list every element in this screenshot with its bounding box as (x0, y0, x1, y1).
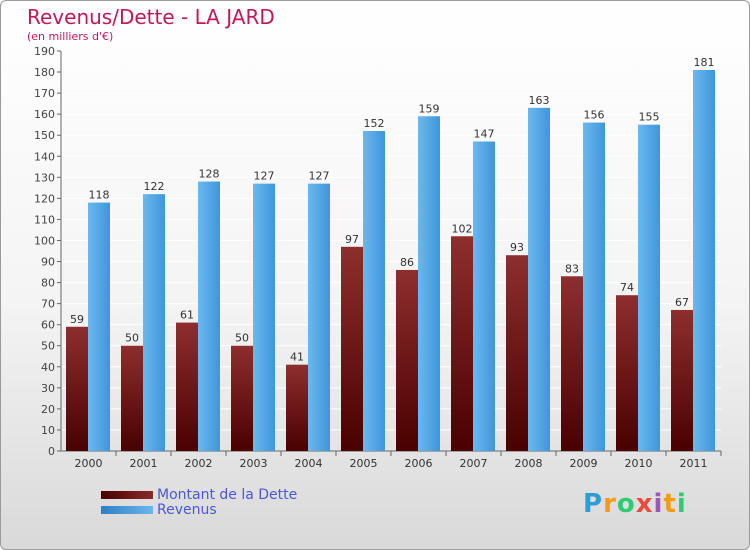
x-tick-label: 2007 (460, 457, 488, 470)
y-tick-label: 150 (34, 129, 55, 142)
data-label-debt-2010: 74 (620, 281, 634, 294)
data-label-debt-2001: 50 (125, 332, 139, 345)
legend-item-revenue: Revenus (101, 501, 297, 518)
bar-revenue-2006 (418, 116, 440, 452)
y-tick-label: 160 (34, 108, 55, 121)
bar-debt-2009 (561, 276, 583, 451)
data-label-revenue-2009: 156 (584, 109, 605, 122)
x-tick-label: 2011 (680, 457, 708, 470)
bar-revenue-2004 (308, 183, 330, 451)
data-label-revenue-2004: 127 (309, 170, 330, 183)
chart-legend: Montant de la Dette Revenus (101, 486, 298, 518)
data-label-revenue-2000: 118 (89, 189, 110, 202)
y-tick-label: 190 (34, 45, 55, 58)
y-tick-label: 110 (34, 213, 55, 226)
data-label-debt-2002: 61 (180, 309, 194, 322)
data-label-debt-2006: 86 (400, 256, 414, 269)
y-tick-label: 60 (41, 319, 55, 332)
x-tick-label: 2008 (515, 457, 543, 470)
data-label-revenue-2008: 163 (529, 94, 550, 107)
bar-debt-2006 (396, 269, 418, 451)
chart-title: Revenus/Dette - LA JARD (27, 5, 275, 29)
x-tick-label: 2010 (625, 457, 653, 470)
y-tick-label: 80 (41, 277, 55, 290)
legend-swatch-revenue (101, 505, 153, 514)
data-label-debt-2005: 97 (345, 233, 359, 246)
bar-debt-2011 (671, 309, 693, 451)
data-label-debt-2008: 93 (510, 241, 524, 254)
x-tick-label: 2003 (240, 457, 268, 470)
y-tick-label: 0 (48, 445, 55, 458)
bar-debt-2002 (176, 322, 198, 451)
bar-revenue-2005 (363, 131, 385, 451)
data-label-revenue-2002: 128 (199, 168, 220, 181)
data-label-debt-2011: 67 (675, 296, 689, 309)
y-tick-label: 170 (34, 87, 55, 100)
y-tick-label: 70 (41, 298, 55, 311)
y-tick-label: 30 (41, 382, 55, 395)
legend-swatch-debt (101, 490, 153, 499)
bar-debt-2001 (121, 345, 143, 451)
data-label-debt-2007: 102 (452, 222, 473, 235)
bar-revenue-2010 (638, 124, 660, 452)
bar-revenue-2009 (583, 122, 605, 451)
x-tick-label: 2006 (405, 457, 433, 470)
y-tick-label: 20 (41, 403, 55, 416)
x-tick-label: 2009 (570, 457, 598, 470)
y-tick-label: 50 (41, 340, 55, 353)
data-label-debt-2009: 83 (565, 262, 579, 275)
y-tick-label: 90 (41, 256, 55, 269)
legend-label-debt: Montant de la Dette (157, 486, 298, 503)
bar-revenue-2011 (693, 69, 715, 452)
bar-revenue-2007 (473, 141, 495, 452)
data-label-revenue-2003: 127 (254, 170, 275, 183)
data-label-revenue-2001: 122 (144, 180, 165, 193)
bar-debt-2000 (66, 326, 88, 451)
y-tick-label: 40 (41, 361, 55, 374)
data-label-revenue-2011: 181 (694, 56, 715, 69)
proxiti-logo: Proxiti (583, 489, 687, 519)
chart-subtitle: (en milliers d'€) (27, 30, 114, 43)
data-label-revenue-2010: 155 (639, 111, 660, 124)
bar-debt-2007 (451, 236, 473, 451)
bar-debt-2005 (341, 246, 363, 451)
data-label-revenue-2006: 159 (419, 102, 440, 115)
y-tick-label: 130 (34, 171, 55, 184)
x-tick-label: 2000 (75, 457, 103, 470)
data-label-revenue-2005: 152 (364, 117, 385, 130)
bar-debt-2004 (286, 364, 308, 451)
legend-item-debt: Montant de la Dette (101, 486, 298, 503)
y-tick-label: 10 (41, 424, 55, 437)
bar-revenue-2008 (528, 107, 550, 451)
bar-debt-2003 (231, 345, 253, 451)
bar-revenue-2002 (198, 181, 220, 452)
bar-debt-2008 (506, 255, 528, 451)
y-tick-label: 100 (34, 234, 55, 247)
data-label-debt-2000: 59 (70, 313, 84, 326)
bar-revenue-2000 (88, 202, 110, 451)
y-tick-label: 120 (34, 192, 55, 205)
x-tick-label: 2004 (295, 457, 323, 470)
y-tick-label: 140 (34, 150, 55, 163)
data-label-debt-2003: 50 (235, 332, 249, 345)
x-tick-label: 2002 (185, 457, 213, 470)
x-tick-label: 2001 (130, 457, 158, 470)
y-tick-label: 180 (34, 66, 55, 79)
bar-revenue-2001 (143, 194, 165, 451)
bar-revenue-2003 (253, 183, 275, 451)
data-label-revenue-2007: 147 (474, 128, 495, 141)
legend-label-revenue: Revenus (157, 501, 217, 518)
bar-debt-2010 (616, 295, 638, 451)
data-label-debt-2004: 41 (290, 351, 304, 364)
x-tick-label: 2005 (350, 457, 378, 470)
